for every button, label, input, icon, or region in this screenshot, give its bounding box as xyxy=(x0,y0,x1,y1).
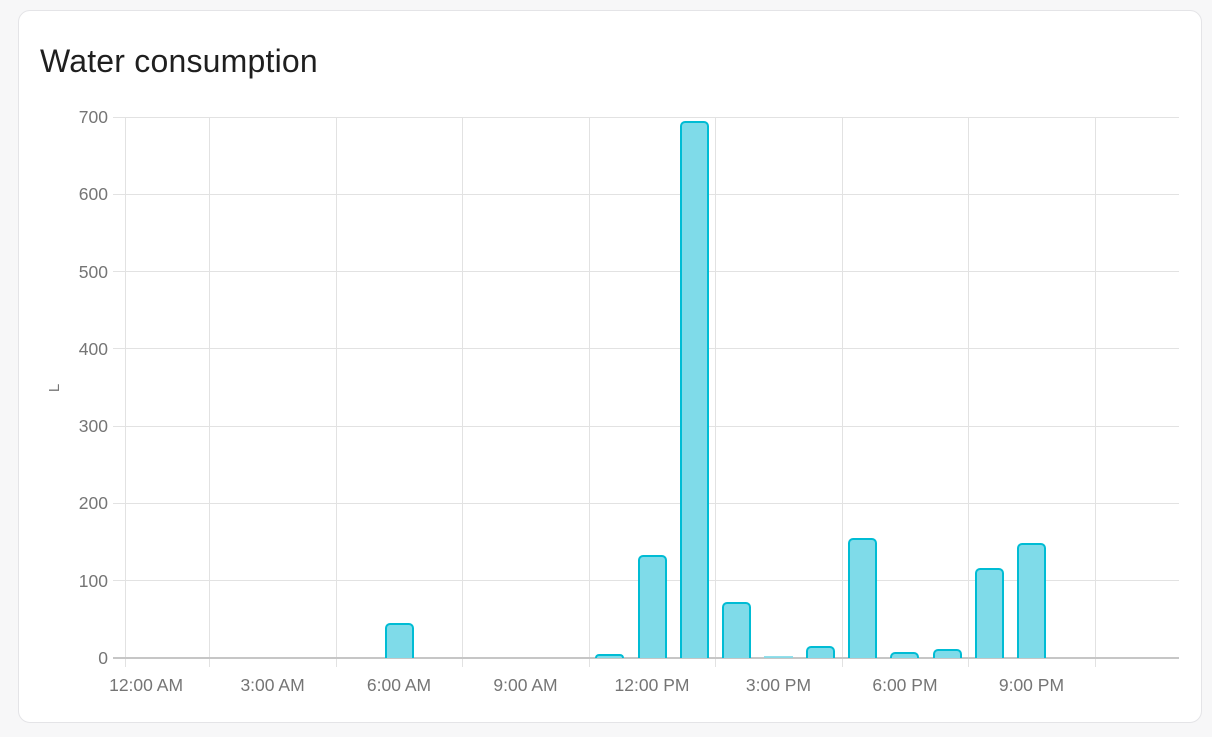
x-gridline xyxy=(462,117,464,667)
x-tick-label: 6:00 AM xyxy=(366,675,432,695)
x-tick-label: 9:00 AM xyxy=(493,675,558,695)
x-gridline xyxy=(968,117,970,667)
y-tick xyxy=(113,502,125,504)
x-gridline xyxy=(715,117,717,667)
chart-bar-7-00-pm[interactable] xyxy=(932,649,962,658)
chart-bar-11-00-am[interactable] xyxy=(595,654,625,658)
x-tick-label: 6:00 PM xyxy=(872,675,938,695)
chart-bar-12-00-pm[interactable] xyxy=(637,555,667,658)
y-tick xyxy=(113,193,125,195)
y-gridline xyxy=(125,425,1179,427)
y-tick-label: 300 xyxy=(78,416,108,437)
y-tick-label: 700 xyxy=(78,107,108,127)
y-gridline xyxy=(125,348,1179,350)
x-gridline xyxy=(1094,117,1096,667)
y-tick-label: 200 xyxy=(78,493,108,514)
card-title: Water consumption xyxy=(40,43,318,79)
x-gridline xyxy=(209,117,211,667)
x-gridline xyxy=(335,117,337,667)
chart-bar-3-00-pm[interactable] xyxy=(763,656,793,658)
x-tick-label: 9:00 PM xyxy=(998,675,1065,695)
y-tick-label: 0 xyxy=(98,648,108,668)
chart-bar-2-00-pm[interactable] xyxy=(721,602,751,658)
y-axis-title: L xyxy=(46,383,63,392)
x-tick-label: 12:00 AM xyxy=(109,675,184,695)
y-tick xyxy=(113,116,125,118)
chart-bar-6-00-am[interactable] xyxy=(384,623,414,658)
y-gridline xyxy=(125,193,1179,195)
chart-bar-8-00-pm[interactable] xyxy=(974,567,1004,658)
y-gridline xyxy=(125,271,1179,273)
x-tick-label: 3:00 AM xyxy=(240,675,305,695)
chart-bar-9-00-pm[interactable] xyxy=(1016,542,1046,658)
chart-bar-4-00-pm[interactable] xyxy=(806,645,836,658)
water-consumption-chart: 0 100 200 300 400 500 600 700 12:00 AM 3:00 AM 6:0… xyxy=(19,11,1201,722)
y-tick-label: 400 xyxy=(78,338,108,359)
chart-bar-5-00-pm[interactable] xyxy=(848,538,878,658)
y-tick-label: 100 xyxy=(78,570,108,591)
x-tick-label: 12:00 PM xyxy=(614,675,690,695)
chart-bar-1-00-pm[interactable] xyxy=(679,120,709,658)
x-gridline xyxy=(841,117,843,667)
y-tick-label: 500 xyxy=(78,261,108,282)
y-tick xyxy=(113,271,125,273)
chart-bar-6-00-pm[interactable] xyxy=(890,651,920,658)
water-consumption-card: Water consumption 0 100 200 300 400 500 600 700… xyxy=(18,10,1202,723)
y-tick xyxy=(113,348,125,350)
y-gridline xyxy=(125,116,1179,118)
x-gridline xyxy=(588,117,590,667)
y-tick xyxy=(113,425,125,427)
y-tick-label: 600 xyxy=(78,184,108,205)
x-tick-label: 3:00 PM xyxy=(745,675,812,695)
y-gridline xyxy=(125,502,1179,504)
y-tick xyxy=(113,580,125,582)
x-axis-line xyxy=(113,657,1179,659)
x-gridline xyxy=(125,117,126,667)
